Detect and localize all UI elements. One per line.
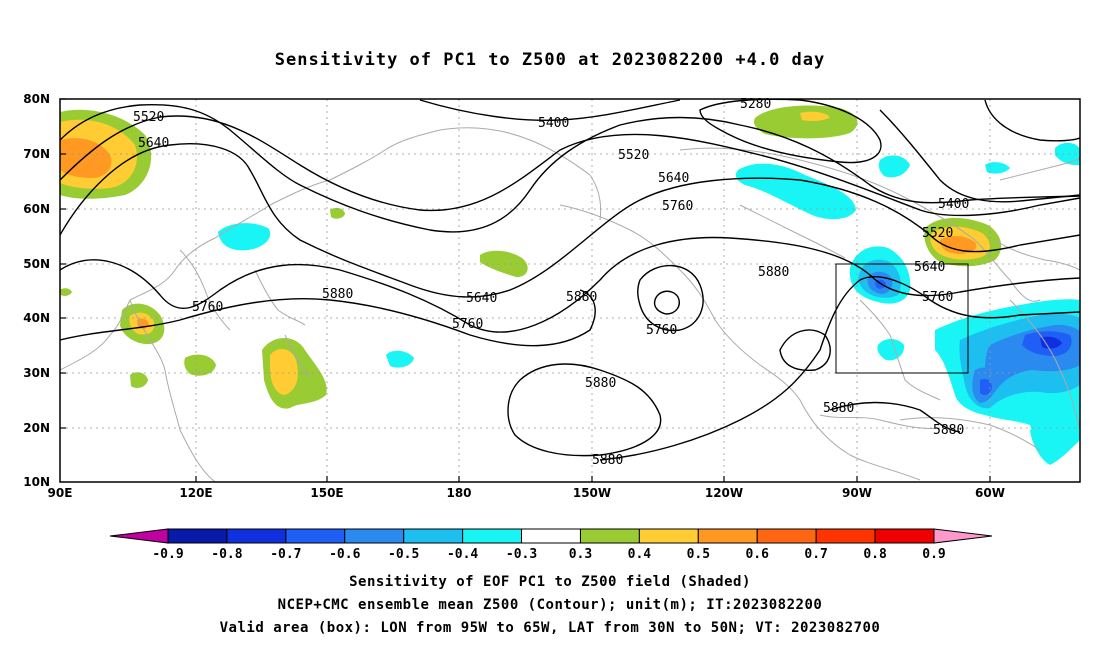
lon-label: 90E: [48, 486, 73, 500]
latitude-labels: 80N 70N 60N 50N 40N 30N 20N 10N: [23, 92, 50, 489]
colorbar-label: 0.3: [569, 547, 592, 562]
colorbar-label: -0.5: [388, 547, 419, 562]
lon-label: 120W: [705, 486, 743, 500]
contour-label: 5640: [138, 136, 169, 151]
colorbar-segment: [521, 528, 581, 544]
colorbar-segment: [344, 528, 405, 544]
colorbar-label: -0.3: [506, 547, 537, 562]
lat-label: 30N: [23, 366, 50, 380]
colorbar-label: 0.4: [628, 547, 652, 562]
valid-area-box: [835, 263, 969, 374]
colorbar-segment: [285, 528, 346, 544]
colorbar-label: -0.9: [152, 547, 183, 562]
colorbar-segment: [403, 528, 464, 544]
colorbar-label: -0.6: [329, 547, 360, 562]
contour-label: 5400: [538, 116, 569, 131]
contour-label: 5400: [938, 197, 969, 212]
plot-frame: [59, 98, 1081, 483]
colorbar-segment: [638, 528, 699, 544]
contour-label: 5760: [922, 290, 953, 305]
lat-label: 80N: [23, 92, 50, 106]
contour-label: 5520: [618, 148, 649, 163]
lon-label: 90W: [842, 486, 872, 500]
longitude-labels: 90E 120E 150E 180 150W 120W 90W 60W: [48, 486, 1005, 500]
colorbar-label: 0.9: [922, 547, 945, 562]
colorbar-label: 0.5: [687, 547, 710, 562]
lon-label: 60W: [975, 486, 1005, 500]
lon-label: 180: [446, 486, 471, 500]
contour-label: 5520: [133, 110, 164, 125]
colorbar-label: -0.8: [211, 547, 242, 562]
lon-label: 150W: [573, 486, 611, 500]
axis-ticks: [60, 98, 991, 482]
colorbar-label: 0.6: [745, 547, 769, 562]
map-title: Sensitivity of PC1 to Z500 at 2023082200…: [274, 50, 826, 70]
colorbar-segment: [167, 528, 228, 544]
contour-label: 5760: [192, 300, 223, 315]
colorbar-label: 0.7: [804, 547, 827, 562]
lat-label: 10N: [23, 475, 50, 489]
colorbar-label: -0.7: [270, 547, 301, 562]
contour-label: 5520: [922, 226, 953, 241]
contour-label: 5760: [452, 317, 483, 332]
colorbar-labels: -0.9 -0.8 -0.7 -0.6 -0.5 -0.4 -0.3 0.3 0.4 0.5 0.6…: [152, 547, 945, 562]
colorbar-max-arrow: [933, 528, 993, 544]
colorbar-min-arrow: [109, 528, 169, 544]
lat-label: 60N: [23, 202, 50, 216]
lat-label: 40N: [23, 311, 50, 325]
colorbar-segment: [815, 528, 876, 544]
contour-label: 5880: [322, 287, 353, 302]
colorbar: [109, 528, 993, 544]
contour-label: 5880: [823, 401, 854, 416]
graticule: [60, 99, 1080, 482]
caption-valid-area: Valid area (box): LON from 95W to 65W, L…: [219, 620, 881, 636]
lat-label: 50N: [23, 257, 50, 271]
colorbar-segment: [697, 528, 758, 544]
sensitivity-shading: [60, 105, 1080, 465]
colorbar-segment: [226, 528, 287, 544]
contour-label: 5880: [933, 423, 964, 438]
colorbar-segment: [462, 528, 523, 544]
contour-label: 5640: [466, 291, 497, 306]
contour-label: 5880: [566, 290, 597, 305]
contour-labels: 5520 5640 5280 5400 5520 5640 5760 5400 …: [133, 97, 969, 468]
lon-label: 150E: [310, 486, 343, 500]
lat-label: 20N: [23, 421, 50, 435]
lat-label: 70N: [23, 147, 50, 161]
contour-label: 5880: [758, 265, 789, 280]
caption-contour: NCEP+CMC ensemble mean Z500 (Contour); u…: [277, 597, 823, 613]
caption-shading: Sensitivity of EOF PC1 to Z500 field (Sh…: [349, 574, 751, 590]
contour-label: 5640: [914, 260, 945, 275]
contour-label: 5640: [658, 171, 689, 186]
contour-label: 5760: [662, 199, 693, 214]
colorbar-segment: [756, 528, 817, 544]
colorbar-segment: [874, 528, 935, 544]
colorbar-segment: [579, 528, 640, 544]
lon-label: 120E: [179, 486, 212, 500]
colorbar-label: -0.4: [447, 547, 478, 562]
contour-label: 5280: [740, 97, 771, 112]
contour-label: 5880: [585, 376, 616, 391]
colorbar-label: 0.8: [863, 547, 887, 562]
z500-contours: [60, 99, 1080, 461]
contour-label: 5880: [592, 453, 623, 468]
contour-label: 5760: [646, 323, 677, 338]
